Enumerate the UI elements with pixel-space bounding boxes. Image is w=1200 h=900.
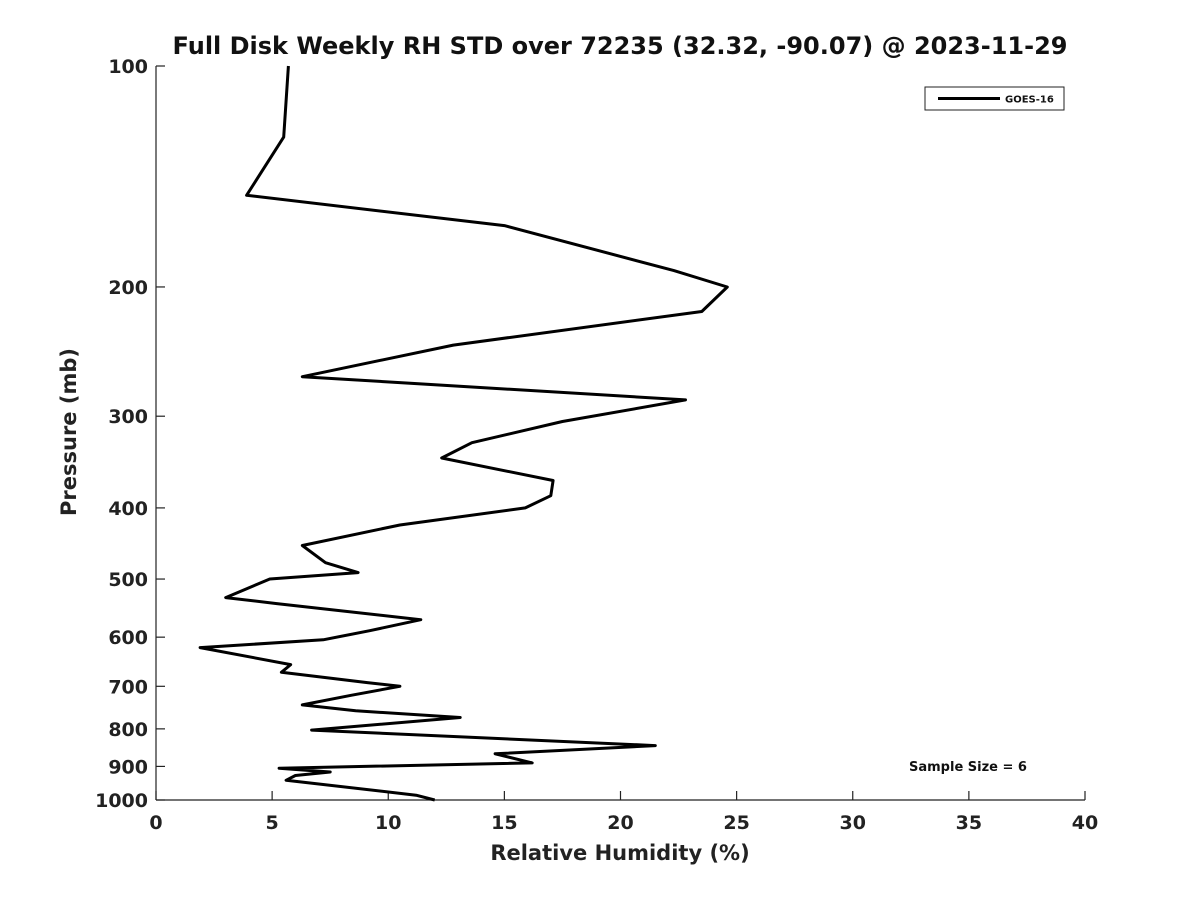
plot-axes (155, 66, 1085, 801)
x-tick-label: 10 (375, 812, 401, 834)
y-axis-label: Pressure (mb) (57, 348, 81, 516)
y-tick-label: 700 (108, 676, 148, 698)
x-tick-label: 35 (956, 812, 982, 834)
x-axis-label: Relative Humidity (%) (490, 841, 749, 865)
x-tick-label: 25 (723, 812, 749, 834)
legend: GOES-16 (924, 86, 1065, 111)
x-tick-label: 40 (1072, 812, 1098, 834)
x-tick-label: 5 (266, 812, 279, 834)
chart-title: Full Disk Weekly RH STD over 72235 (32.3… (173, 32, 1068, 60)
x-tick-label: 20 (607, 812, 633, 834)
y-tick-label: 800 (108, 719, 148, 741)
x-tick-label: 15 (491, 812, 517, 834)
y-tick-label: 400 (108, 498, 148, 520)
series-line-goes-16 (198, 65, 729, 802)
y-tick-label: 100 (108, 56, 148, 78)
y-tick-label: 600 (108, 627, 148, 649)
y-tick-label: 200 (108, 277, 148, 299)
x-axis-ticks: 0 5 10 15 20 25 30 35 40 (149, 791, 1098, 834)
sample-size-annotation: Sample Size = 6 (909, 760, 1027, 775)
x-tick-label: 30 (840, 812, 866, 834)
legend-label-goes-16: GOES-16 (1005, 95, 1054, 106)
series-layer (198, 65, 729, 802)
y-tick-label: 1000 (95, 790, 148, 812)
y-tick-label: 900 (108, 756, 148, 778)
y-tick-label: 300 (108, 406, 148, 428)
y-axis-ticks: 100 200 300 400 500 600 700 800 900 1000 (95, 56, 165, 812)
x-tick-label: 0 (149, 812, 162, 834)
y-tick-label: 500 (108, 569, 148, 591)
